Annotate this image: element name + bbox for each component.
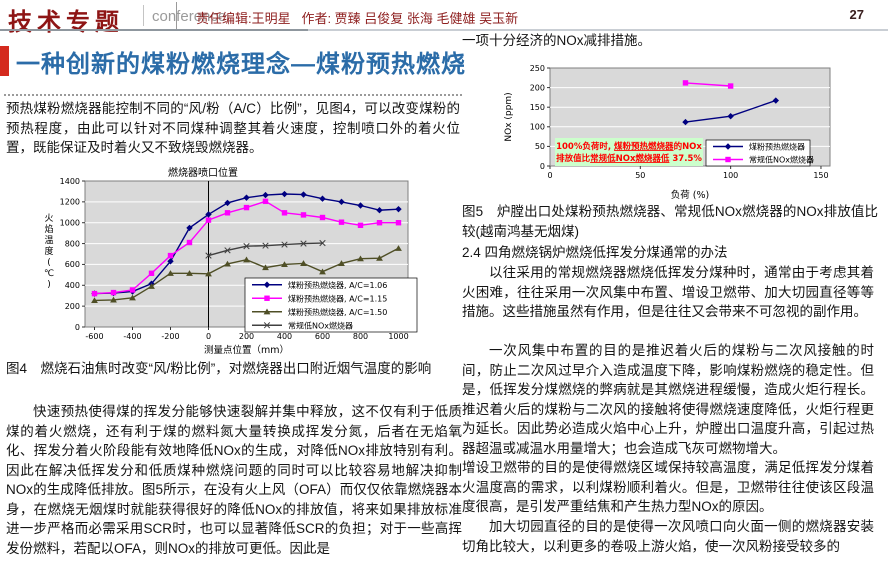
svg-text:0: 0 [540,162,545,171]
paragraph-refractory-belt: 增设卫燃带的目的是使得燃烧区域保持较高温度，满足低挥发分煤着火温度高的需求，以利… [462,460,874,514]
svg-text:测量点位置（mm）: 测量点位置（mm） [204,344,289,356]
page-number: 27 [849,7,864,22]
paragraph-primary-air: 一次风集中布置的目的是推迟着火后的煤粉与二次风接触的时间，防止二次风过早介入造成… [462,343,874,456]
svg-text:400: 400 [65,281,80,290]
svg-text:(: ( [47,258,51,268]
paragraph-tangential-circle: 加大切园直径的目的是使得一次风喷口向火面一侧的燃烧器安装切角比较大，以利更多的卷… [462,519,874,554]
svg-text:800: 800 [65,239,80,248]
svg-text:200: 200 [530,83,545,92]
brand-subtitle: conference [152,8,227,25]
svg-text:200: 200 [65,302,80,311]
svg-text:NOx (ppm): NOx (ppm) [504,92,514,141]
figure4-flame-temperature-chart: 0 200 400 600 800 1000 1200 1400 -600 -400 -200 0 20… [33,164,453,358]
intro-paragraph: 预热煤粉燃烧器能控制不同的“风/粉（A/C）比例”，见图4，可以改变煤粉的预热程… [6,101,460,155]
svg-text:600: 600 [315,332,330,341]
header-rule [0,29,888,31]
svg-text:燃烧器喷口位置: 燃烧器喷口位置 [168,166,238,179]
header-rule-accent [0,29,308,31]
svg-text:800: 800 [353,332,368,341]
left-body-paragraph: 快速预热使得煤的挥发分能够快速裂解并集中释放，这不仅有利于低质煤的着火燃烧，还有… [6,404,462,556]
svg-text:0: 0 [547,171,552,180]
svg-text:煤粉预热燃烧器, A/C=1.06: 煤粉预热燃烧器, A/C=1.06 [288,280,387,290]
svg-text:常规低NOx燃烧器: 常规低NOx燃烧器 [749,155,814,165]
figure4-caption: 图4 燃烧石油焦时改变“风/粉比例”，对燃烧器出口附近烟气温度的影响 [6,361,432,376]
svg-text:1000: 1000 [60,219,80,228]
svg-text:50: 50 [535,142,545,151]
continuation-line: 一项十分经济的NOx减排措施。 [462,33,651,48]
svg-text:排放值比常规低NOx燃烧器低 37.5%: 排放值比常规低NOx燃烧器低 37.5% [556,153,702,164]
svg-text:-400: -400 [123,332,141,341]
svg-text:100%负荷时, 煤粉预热燃烧器的NOx: 100%负荷时, 煤粉预热燃烧器的NOx [556,141,702,152]
svg-text:1000: 1000 [388,332,408,341]
svg-text:): ) [47,280,51,290]
svg-text:150: 150 [530,103,545,112]
section-heading-2-4: 2.4 四角燃烧锅炉燃烧低挥发分煤通常的办法 [462,245,728,260]
editor-author-line: 责任编辑:王明星 作者: 贾臻 吕俊复 张海 毛健雄 吴玉新 [196,11,519,26]
svg-text:50: 50 [635,171,645,180]
svg-text:0: 0 [206,332,211,341]
svg-text:100: 100 [530,123,545,132]
svg-text:火: 火 [44,213,53,224]
svg-text:-200: -200 [161,332,179,341]
header-divider [176,2,177,29]
svg-text:常规低NOx燃烧器: 常规低NOx燃烧器 [288,320,353,330]
paragraph-conventional-measures: 以往采用的常规燃烧器燃烧低挥发分煤种时，通常由于考虑其着火困难，往往采用一次风集… [462,265,874,319]
svg-text:0: 0 [75,323,80,332]
svg-text:煤粉预热燃烧器: 煤粉预热燃烧器 [749,142,805,152]
svg-text:煤粉预热燃烧器, A/C=1.50: 煤粉预热燃烧器, A/C=1.50 [288,307,387,317]
svg-text:度: 度 [44,245,53,257]
svg-text:250: 250 [530,64,545,73]
figure5-caption: 图5 炉膛出口处煤粉预热燃烧器、常规低NOx燃烧器的NOx排放值比较(越南鸿基无… [462,204,878,239]
svg-text:200: 200 [239,332,254,341]
svg-text:100: 100 [723,171,738,180]
svg-text:1400: 1400 [60,177,80,186]
svg-text:负荷 (%): 负荷 (%) [671,189,709,201]
svg-text:℃: ℃ [44,269,54,279]
svg-text:400: 400 [277,332,292,341]
svg-text:温: 温 [44,235,53,246]
title-accent-bar [0,46,9,76]
brand-logo: 技术专题 [8,9,124,36]
svg-text:600: 600 [65,260,80,269]
header-divider [143,5,144,26]
figure5-nox-emission-chart: 0 50 100 150 200 250 0 50 100 150 负荷 (%) NOx (ppm) 煤… [498,56,848,203]
svg-text:焰: 焰 [44,223,53,235]
title-underline-dotted [4,94,462,96]
svg-text:150: 150 [813,171,828,180]
article-title: 一种创新的煤粉燃烧理念—煤粉预热燃烧 [16,51,466,78]
svg-text:煤粉预热燃烧器, A/C=1.15: 煤粉预热燃烧器, A/C=1.15 [288,293,387,303]
svg-text:-600: -600 [85,332,103,341]
svg-text:1200: 1200 [60,198,80,207]
